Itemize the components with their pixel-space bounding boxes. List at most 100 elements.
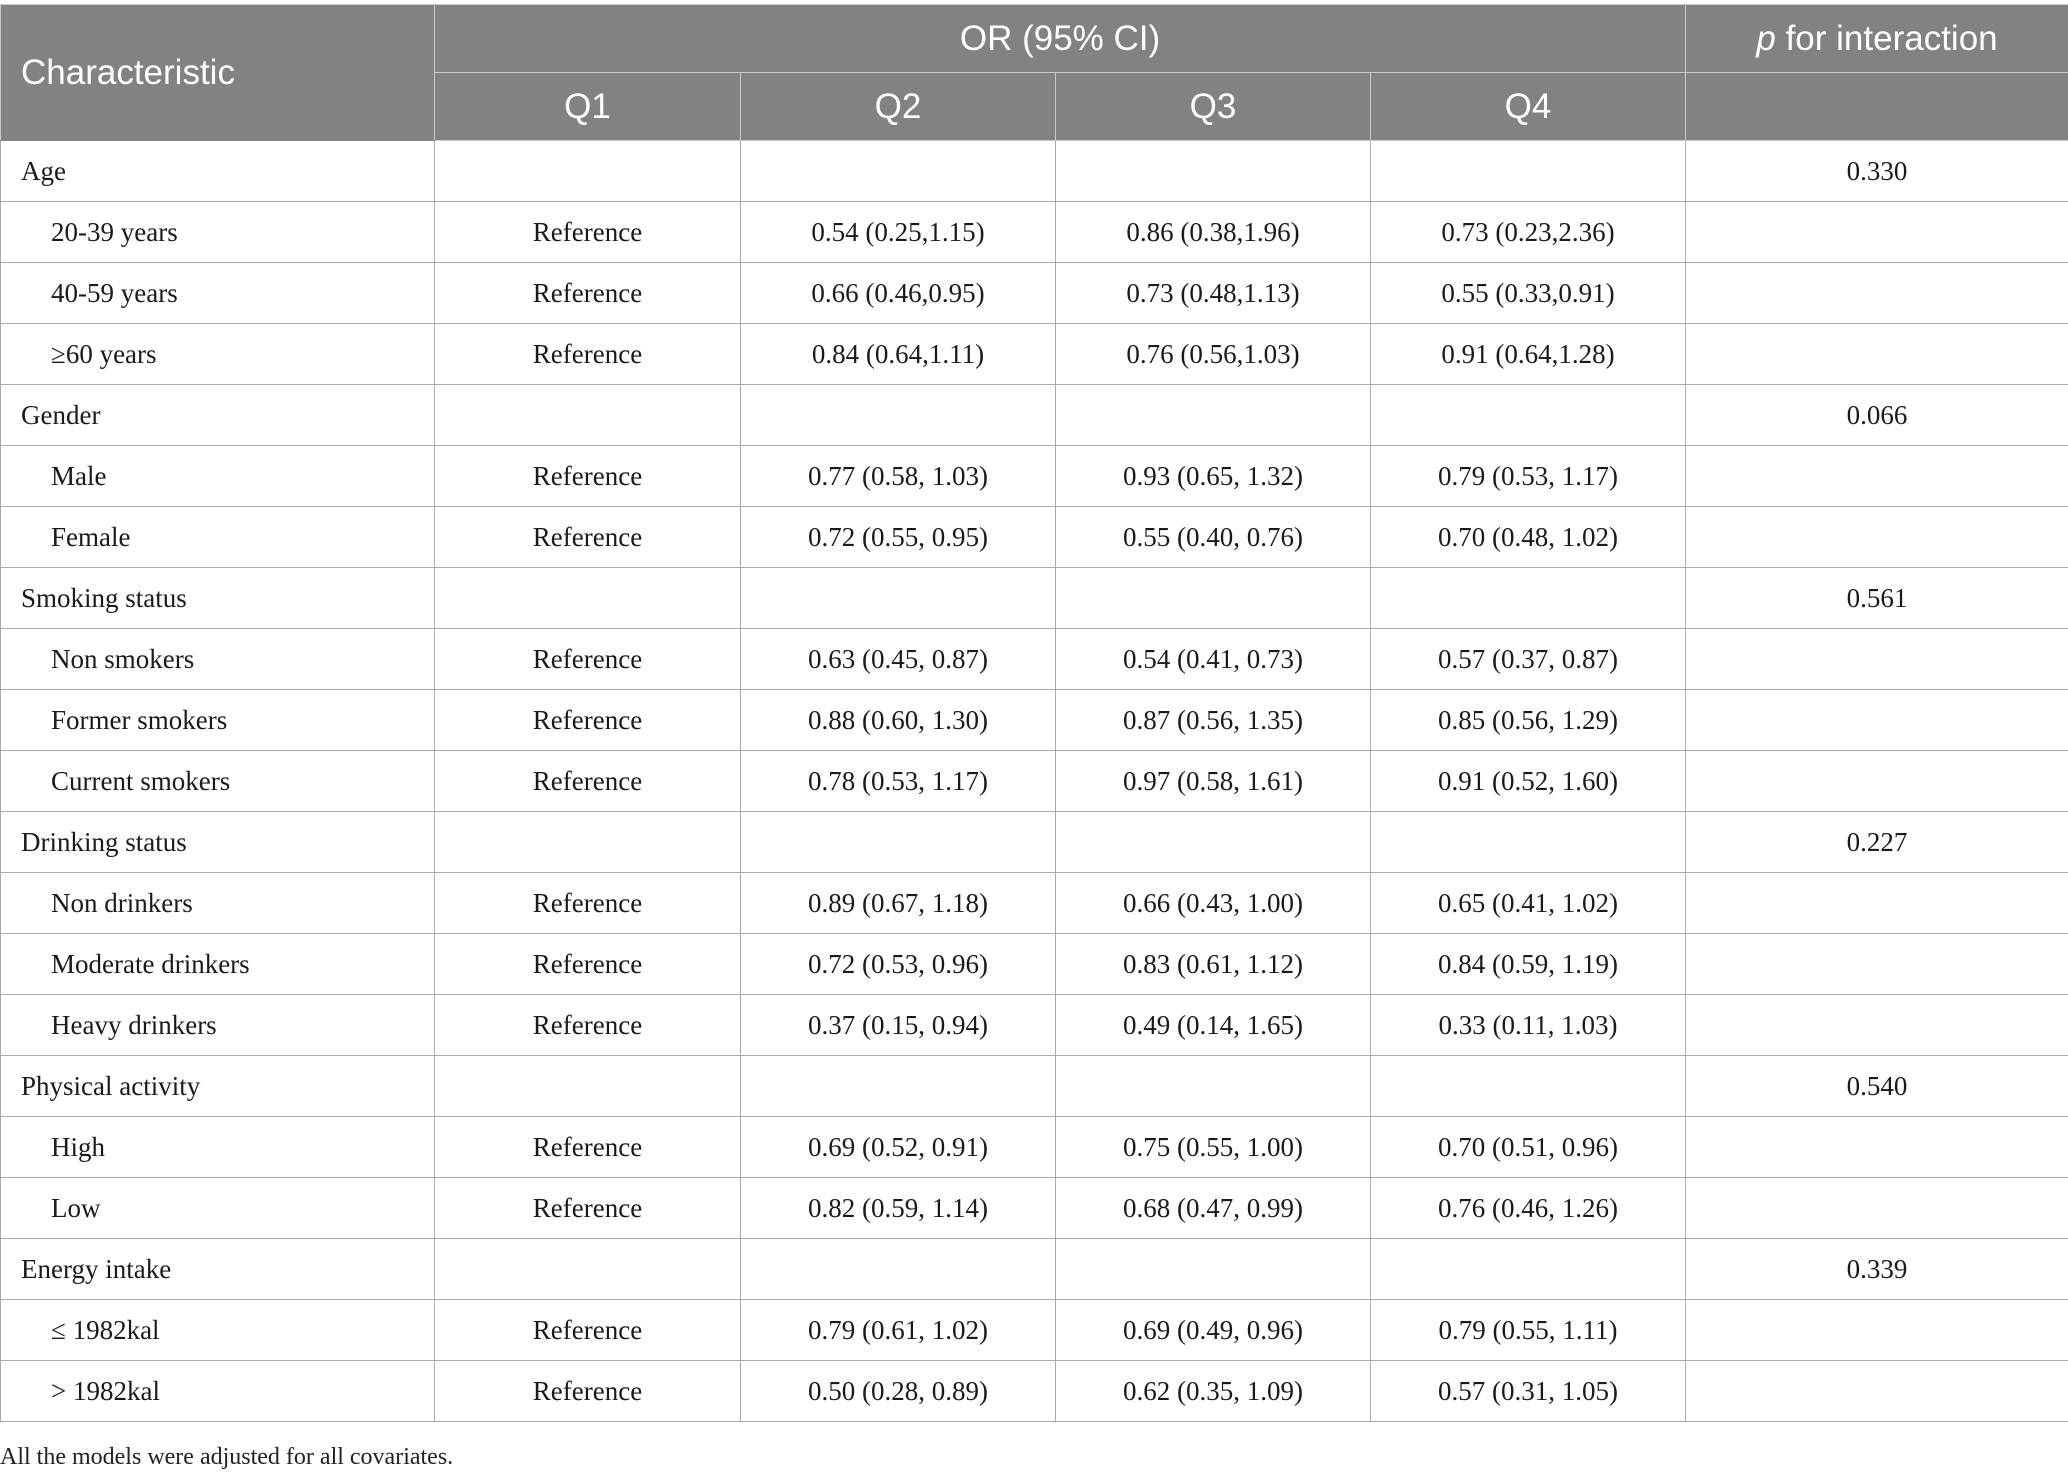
group-row: Physical activity 0.540 <box>0 1055 2068 1117</box>
subgroup-label: Female <box>0 506 435 568</box>
group-label: Energy intake <box>0 1238 435 1300</box>
q4-cell: 0.70 (0.48, 1.02) <box>1370 506 1686 568</box>
p-interaction-cell: 0.066 <box>1685 384 2068 446</box>
group-row: Energy intake 0.339 <box>0 1238 2068 1300</box>
p-interaction-cell <box>1685 689 2068 751</box>
q1-cell <box>434 384 741 446</box>
q3-cell: 0.93 (0.65, 1.32) <box>1055 445 1371 507</box>
p-header-blank <box>1685 72 2068 141</box>
q3-cell: 0.75 (0.55, 1.00) <box>1055 1116 1371 1178</box>
subgroup-analysis-table: Characteristic OR (95% CI) p for interac… <box>0 4 2068 1422</box>
q4-cell: 0.57 (0.37, 0.87) <box>1370 628 1686 690</box>
p-interaction-cell: 0.227 <box>1685 811 2068 873</box>
q1-cell: Reference <box>434 445 741 507</box>
q4-cell: 0.85 (0.56, 1.29) <box>1370 689 1686 751</box>
q2-cell: 0.72 (0.53, 0.96) <box>740 933 1056 995</box>
q1-cell: Reference <box>434 872 741 934</box>
subgroup-label: High <box>0 1116 435 1178</box>
table-row: 20-39 years Reference 0.54 (0.25,1.15) 0.86… <box>0 201 2068 263</box>
q3-cell: 0.87 (0.56, 1.35) <box>1055 689 1371 751</box>
table-body: Age 0.330 20-39 years Reference 0.54 (0.25,1… <box>0 140 2068 1422</box>
q4-cell: 0.91 (0.64,1.28) <box>1370 323 1686 385</box>
q2-cell <box>740 384 1056 446</box>
q1-cell: Reference <box>434 750 741 812</box>
q4-cell: 0.65 (0.41, 1.02) <box>1370 872 1686 934</box>
table-row: Former smokers Reference 0.88 (0.60, 1.30)… <box>0 689 2068 751</box>
q2-cell: 0.63 (0.45, 0.87) <box>740 628 1056 690</box>
p-interaction-cell <box>1685 933 2068 995</box>
group-row: Smoking status 0.561 <box>0 567 2068 629</box>
q1-cell: Reference <box>434 1177 741 1239</box>
q2-cell: 0.79 (0.61, 1.02) <box>740 1299 1056 1361</box>
q4-cell: 0.79 (0.55, 1.11) <box>1370 1299 1686 1361</box>
q1-header: Q1 <box>434 72 741 141</box>
q2-cell: 0.72 (0.55, 0.95) <box>740 506 1056 568</box>
subgroup-label: ≤ 1982kal <box>0 1299 435 1361</box>
group-row: Drinking status 0.227 <box>0 811 2068 873</box>
q3-cell <box>1055 811 1371 873</box>
table-row: Male Reference 0.77 (0.58, 1.03) 0.93 (0.65… <box>0 445 2068 507</box>
table-row: 40-59 years Reference 0.66 (0.46,0.95) 0.73… <box>0 262 2068 324</box>
q4-cell: 0.84 (0.59, 1.19) <box>1370 933 1686 995</box>
subgroup-label: Current smokers <box>0 750 435 812</box>
p-symbol: p <box>1756 18 1776 58</box>
q3-cell: 0.73 (0.48,1.13) <box>1055 262 1371 324</box>
p-interaction-cell <box>1685 1299 2068 1361</box>
q3-cell: 0.54 (0.41, 0.73) <box>1055 628 1371 690</box>
subgroup-label: Male <box>0 445 435 507</box>
q1-cell: Reference <box>434 1116 741 1178</box>
q1-cell <box>434 811 741 873</box>
subgroup-label: ≥60 years <box>0 323 435 385</box>
q3-cell <box>1055 567 1371 629</box>
p-interaction-cell <box>1685 750 2068 812</box>
q4-cell: 0.76 (0.46, 1.26) <box>1370 1177 1686 1239</box>
subgroup-label: 40-59 years <box>0 262 435 324</box>
q1-cell <box>434 1238 741 1300</box>
q2-header: Q2 <box>740 72 1056 141</box>
group-label: Gender <box>0 384 435 446</box>
q4-cell <box>1370 1238 1686 1300</box>
q4-cell: 0.79 (0.53, 1.17) <box>1370 445 1686 507</box>
p-interaction-cell <box>1685 994 2068 1056</box>
q2-cell: 0.66 (0.46,0.95) <box>740 262 1056 324</box>
p-interaction-cell <box>1685 323 2068 385</box>
q3-cell: 0.66 (0.43, 1.00) <box>1055 872 1371 934</box>
p-interaction-cell <box>1685 1177 2068 1239</box>
q3-cell <box>1055 1238 1371 1300</box>
subgroup-label: Moderate drinkers <box>0 933 435 995</box>
table-row: Current smokers Reference 0.78 (0.53, 1.17… <box>0 750 2068 812</box>
q2-cell: 0.37 (0.15, 0.94) <box>740 994 1056 1056</box>
q3-cell: 0.68 (0.47, 0.99) <box>1055 1177 1371 1239</box>
p-interaction-cell <box>1685 445 2068 507</box>
q3-cell: 0.62 (0.35, 1.09) <box>1055 1360 1371 1422</box>
q2-cell: 0.84 (0.64,1.11) <box>740 323 1056 385</box>
q4-cell <box>1370 811 1686 873</box>
table-row: > 1982kal Reference 0.50 (0.28, 0.89) 0.62 … <box>0 1360 2068 1422</box>
q4-cell <box>1370 384 1686 446</box>
q2-cell: 0.82 (0.59, 1.14) <box>740 1177 1056 1239</box>
q1-cell: Reference <box>434 689 741 751</box>
p-interaction-header: p for interaction <box>1685 4 2068 73</box>
table-row: Heavy drinkers Reference 0.37 (0.15, 0.94)… <box>0 994 2068 1056</box>
q1-cell <box>434 1055 741 1117</box>
p-interaction-cell: 0.561 <box>1685 567 2068 629</box>
table-row: Moderate drinkers Reference 0.72 (0.53, 0.… <box>0 933 2068 995</box>
q1-cell: Reference <box>434 994 741 1056</box>
p-interaction-text: for interaction <box>1775 18 1998 58</box>
q4-cell: 0.70 (0.51, 0.96) <box>1370 1116 1686 1178</box>
q1-cell <box>434 140 741 202</box>
q4-cell: 0.33 (0.11, 1.03) <box>1370 994 1686 1056</box>
q4-cell: 0.55 (0.33,0.91) <box>1370 262 1686 324</box>
table-row: High Reference 0.69 (0.52, 0.91) 0.75 (0.55… <box>0 1116 2068 1178</box>
group-label: Smoking status <box>0 567 435 629</box>
q4-cell: 0.57 (0.31, 1.05) <box>1370 1360 1686 1422</box>
q2-cell <box>740 140 1056 202</box>
group-row: Age 0.330 <box>0 140 2068 202</box>
q1-cell: Reference <box>434 1360 741 1422</box>
q1-cell: Reference <box>434 506 741 568</box>
q2-cell: 0.89 (0.67, 1.18) <box>740 872 1056 934</box>
subgroup-label: Heavy drinkers <box>0 994 435 1056</box>
q4-cell <box>1370 567 1686 629</box>
q2-cell: 0.69 (0.52, 0.91) <box>740 1116 1056 1178</box>
group-label: Drinking status <box>0 811 435 873</box>
